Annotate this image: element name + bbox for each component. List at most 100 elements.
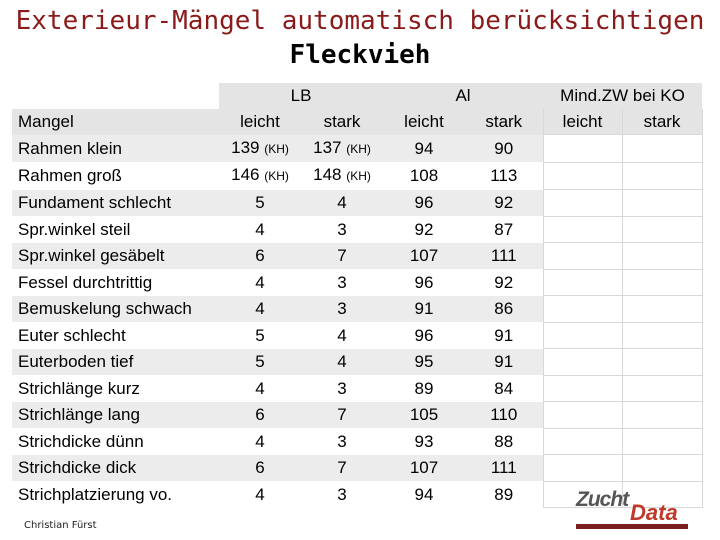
ko-leicht-cell <box>542 269 623 296</box>
lb-stark-cell: 3 <box>301 428 384 455</box>
lb-stark-cell: 3 <box>301 269 384 296</box>
kh-suffix: (KH) <box>346 169 371 183</box>
lb-leicht-cell: 146 (KH) <box>219 162 301 190</box>
lb-leicht-cell: 5 <box>219 322 301 349</box>
ko-leicht-cell <box>542 481 623 508</box>
ko-stark-cell <box>621 454 703 482</box>
ko-stark-cell <box>621 375 703 402</box>
header-al-stark: stark <box>465 108 544 135</box>
lb-stark-cell: 3 <box>301 216 384 243</box>
al-leicht-cell: 91 <box>383 295 466 322</box>
author-footer: Christian Fürst <box>24 520 97 531</box>
ko-stark-cell <box>621 428 703 455</box>
al-leicht-cell: 94 <box>383 481 466 508</box>
ko-stark-cell <box>621 295 703 323</box>
lb-leicht-cell: 4 <box>219 375 301 402</box>
al-stark-cell: 90 <box>465 134 544 162</box>
mangel-cell: Strichdicke dünn <box>12 428 219 455</box>
lb-leicht-cell: 5 <box>219 189 301 216</box>
mangel-cell: Fessel durchtrittig <box>12 269 219 296</box>
logo-bar <box>576 524 688 529</box>
ko-leicht-cell <box>542 375 623 402</box>
al-stark-cell: 91 <box>465 348 544 375</box>
table-row: Euterboden tief 5 4 95 91 <box>12 348 703 376</box>
header-al-leicht: leicht <box>383 108 466 135</box>
lb-stark-cell: 4 <box>301 348 384 375</box>
header-ko-stark: stark <box>621 108 703 135</box>
lb-leicht-cell: 6 <box>219 401 301 428</box>
mangel-cell: Rahmen groß <box>12 162 219 190</box>
lb-stark-cell: 4 <box>301 189 384 216</box>
mangel-cell: Strichlänge lang <box>12 401 219 428</box>
lb-leicht-cell: 4 <box>219 295 301 322</box>
al-leicht-cell: 95 <box>383 348 466 375</box>
lb-leicht-cell: 4 <box>219 216 301 243</box>
ko-stark-cell <box>621 348 703 376</box>
table-row: Rahmen klein 139 (KH) 137 (KH) 94 90 <box>12 134 703 163</box>
ko-leicht-cell <box>542 428 623 455</box>
lb-stark-cell: 3 <box>301 375 384 402</box>
mangel-cell: Euter schlecht <box>12 322 219 349</box>
al-stark-cell: 92 <box>465 189 544 216</box>
title-line-1: Exterieur-Mängel automatisch berücksicht… <box>15 6 705 36</box>
sub-header-row: Mangel leicht stark leicht stark leicht … <box>12 108 703 135</box>
mangel-cell: Strichdicke dick <box>12 454 219 481</box>
ko-leicht-cell <box>542 162 623 190</box>
ko-leicht-cell <box>542 216 623 243</box>
header-lb-stark: stark <box>301 108 384 135</box>
al-stark-cell: 113 <box>465 162 544 190</box>
kh-suffix: (KH) <box>264 169 289 183</box>
lb-stark-cell: 137 (KH) <box>301 134 384 162</box>
kh-suffix: (KH) <box>346 141 371 156</box>
table-row: Strichdicke dünn 4 3 93 88 <box>12 428 703 455</box>
mangel-cell: Euterboden tief <box>12 348 219 375</box>
table-row: Fundament schlecht 5 4 96 92 <box>12 189 703 217</box>
lb-leicht-cell: 4 <box>219 428 301 455</box>
lb-stark-cell: 3 <box>301 481 384 508</box>
lb-stark-cell: 7 <box>301 454 384 481</box>
al-leicht-cell: 96 <box>383 269 466 296</box>
al-leicht-cell: 94 <box>383 134 466 162</box>
ko-stark-cell <box>621 269 703 296</box>
lb-leicht-cell: 139 (KH) <box>219 134 301 162</box>
ko-stark-cell <box>621 322 703 349</box>
group-lb: LB <box>219 83 384 109</box>
table-row: Spr.winkel steil 4 3 92 87 <box>12 216 703 243</box>
al-leicht-cell: 107 <box>383 454 466 481</box>
logo-zucht: Zucht <box>576 488 629 511</box>
lb-stark-cell: 148 (KH) <box>301 162 384 190</box>
al-stark-cell: 91 <box>465 322 544 349</box>
al-stark-cell: 110 <box>465 401 544 428</box>
ko-stark-cell <box>621 216 703 243</box>
ko-stark-cell <box>621 401 703 429</box>
table-row: Bemuskelung schwach 4 3 91 86 <box>12 295 703 323</box>
mangel-cell: Bemuskelung schwach <box>12 295 219 322</box>
al-stark-cell: 87 <box>465 216 544 243</box>
mangel-cell: Strichlänge kurz <box>12 375 219 402</box>
al-stark-cell: 92 <box>465 269 544 296</box>
al-leicht-cell: 96 <box>383 322 466 349</box>
table-row: Euter schlecht 5 4 96 91 <box>12 322 703 349</box>
table-body: Rahmen klein 139 (KH) 137 (KH) 94 90 Rahmen g… <box>12 134 703 508</box>
group-header-row: LB Al Mind.ZW bei KO <box>12 83 703 109</box>
ko-leicht-cell <box>542 295 623 323</box>
header-mangel: Mangel <box>12 108 219 135</box>
table-row: Strichdicke dick 6 7 107 111 <box>12 454 703 482</box>
ko-leicht-cell <box>542 189 623 217</box>
header-ko-leicht: leicht <box>542 108 623 135</box>
al-leicht-cell: 93 <box>383 428 466 455</box>
ko-stark-cell <box>621 134 703 163</box>
al-leicht-cell: 89 <box>383 375 466 402</box>
al-stark-cell: 88 <box>465 428 544 455</box>
table-row: Strichlänge kurz 4 3 89 84 <box>12 375 703 402</box>
ko-leicht-cell <box>542 134 623 163</box>
lb-stark-cell: 7 <box>301 401 384 428</box>
ko-stark-cell <box>621 189 703 217</box>
kh-suffix: (KH) <box>264 141 289 156</box>
al-stark-cell: 111 <box>465 242 544 269</box>
table-row: Strichplatzierung vo. 4 3 94 89 <box>12 481 703 508</box>
ko-leicht-cell <box>542 454 623 482</box>
mangel-cell: Rahmen klein <box>12 134 219 162</box>
lb-leicht-cell: 4 <box>219 269 301 296</box>
ko-leicht-cell <box>542 242 623 270</box>
